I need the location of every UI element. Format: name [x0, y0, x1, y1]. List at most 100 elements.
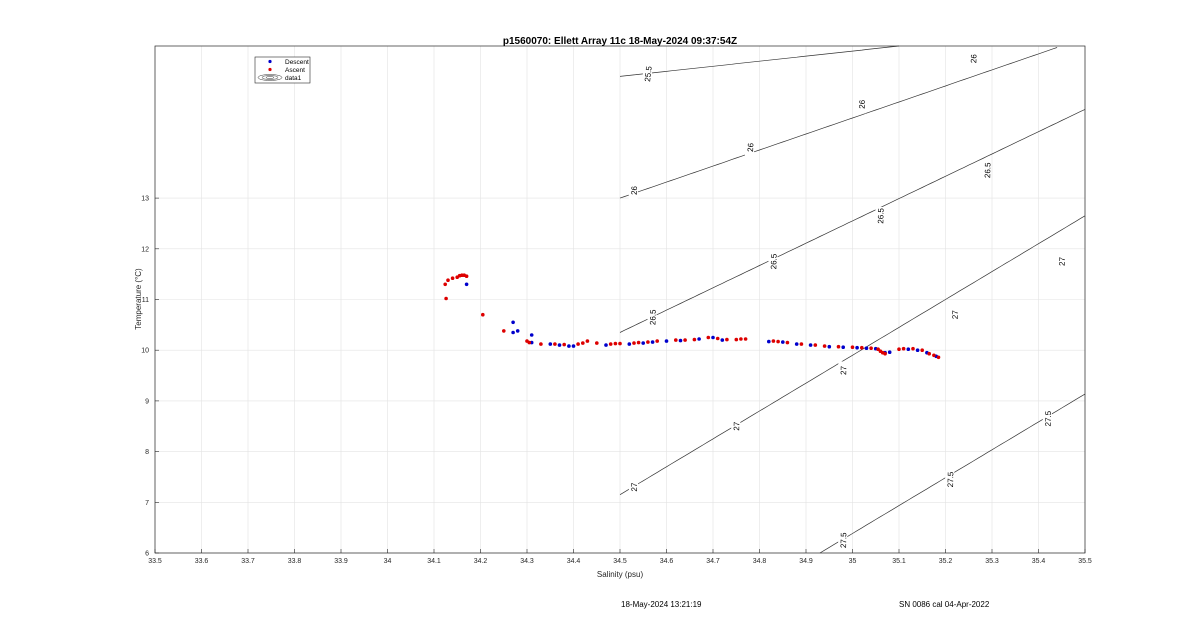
axis-ticks: 33.5 33.6 33.7 33.8 33.9 34 34.1 34.2 34.3 34.4 34…	[141, 196, 1092, 565]
legend-label-descent: Descent	[285, 59, 309, 66]
x-tick-label: 34.2	[474, 558, 488, 565]
isopycnal-label-bg	[856, 95, 867, 114]
ascent-point	[553, 342, 557, 346]
isopycnal-label: 27	[630, 482, 639, 492]
ascent-point	[715, 336, 720, 341]
isopycnal-label-bg	[982, 161, 992, 180]
ascent-point	[539, 342, 543, 346]
ascent-point	[799, 342, 804, 346]
y-tick-label: 9	[145, 398, 149, 405]
descent-point	[887, 350, 892, 355]
ascent-point	[743, 337, 748, 341]
isopycnal-label: 27	[732, 421, 741, 431]
legend-label-ascent: Ascent	[285, 67, 305, 74]
isopycnal-label: 26	[746, 142, 755, 152]
x-tick-label: 33.9	[334, 558, 348, 565]
sensor-calibration-info: SN 0086 cal 04-Apr-2022	[899, 600, 990, 609]
x-tick-label: 33.5	[148, 558, 162, 565]
isopycnal-label: 27.5	[946, 471, 955, 487]
x-tick-label: 33.7	[241, 558, 255, 565]
descent-point	[697, 337, 701, 341]
isopycnal-label: 26.5	[876, 207, 885, 223]
descent-point	[515, 329, 520, 333]
isopycnal-label: 26.5	[983, 162, 992, 178]
descent-point	[650, 340, 655, 344]
ascent-point	[901, 346, 906, 351]
legend-marker-ascent	[268, 67, 272, 72]
isopycnal-label-bg	[744, 138, 755, 157]
legend-box	[254, 56, 311, 84]
ascent-point	[608, 342, 613, 346]
ascent-point	[502, 329, 506, 333]
descent-point	[808, 343, 813, 347]
ascent-point	[771, 339, 776, 343]
ascent-point	[444, 296, 448, 301]
isopycnal-label: 25.5	[643, 65, 654, 82]
x-tick-label: 34.5	[613, 558, 627, 565]
ascent-point	[527, 340, 532, 345]
isopycnal-label-bg	[1056, 252, 1066, 271]
descent-point	[711, 335, 715, 340]
isopycnal-label-bg	[1042, 409, 1052, 428]
ascent-point	[883, 351, 887, 356]
x-tick-label: 34.8	[753, 558, 767, 565]
descent-point	[567, 344, 571, 348]
isopycnal-contours: 25.5 26 26 26 26 26.5 26.5 26.5 26.5 27 27 27 27 27 27…	[619, 45, 1086, 554]
ascent-point	[562, 342, 566, 347]
ascent-point	[450, 276, 455, 281]
isopycnal-label-bg	[838, 531, 848, 550]
descent-point	[864, 346, 869, 351]
ascent-point	[683, 338, 687, 342]
legend-label-data1: data1	[285, 75, 302, 82]
isopycnal-label: 27	[839, 365, 848, 375]
descent-point	[529, 333, 534, 337]
ascent-point	[920, 348, 924, 353]
x-tick-label: 33.8	[288, 558, 302, 565]
isopycnal-label: 26	[969, 54, 978, 64]
descent-point	[511, 330, 515, 335]
ascent-point	[446, 278, 450, 283]
isopycnal-line-26	[619, 47, 1058, 199]
descent-point	[557, 343, 562, 347]
ascent-point	[725, 337, 729, 342]
ascent-point	[632, 341, 636, 345]
x-tick-label: 34.1	[427, 558, 441, 565]
ascent-point	[813, 343, 818, 347]
isopycnal-label-bg	[731, 417, 741, 436]
x-tick-label: 33.6	[195, 558, 209, 565]
ascent-point	[585, 339, 590, 343]
x-tick-label: 35.1	[892, 558, 906, 565]
x-tick-label: 34.9	[799, 558, 813, 565]
isopycnal-line-27	[619, 215, 1086, 495]
legend-marker-descent	[268, 59, 272, 64]
isopycnal-label-bg	[944, 470, 955, 489]
ascent-point	[692, 337, 697, 342]
isopycnal-label-bg	[768, 252, 778, 271]
y-tick-label: 7	[145, 500, 149, 507]
ascent-point	[911, 346, 915, 351]
isopycnal-label: 27.5	[839, 532, 848, 548]
isopycnal-label: 27	[951, 310, 960, 320]
legend: Descent Ascent data1	[254, 56, 311, 84]
ascent-point	[850, 345, 855, 350]
x-tick-label: 35.4	[1032, 558, 1046, 565]
ascent-point	[481, 312, 485, 317]
isopycnal-label-bg	[647, 308, 657, 327]
ascent-point	[739, 337, 743, 341]
descent-point	[627, 342, 632, 346]
x-tick-label: 35.5	[1078, 558, 1092, 565]
ascent-point	[706, 335, 711, 340]
x-tick-label: 34.6	[660, 558, 674, 565]
x-tick-label: 34.7	[706, 558, 720, 565]
descent-point	[855, 345, 859, 350]
x-tick-label: 35	[849, 558, 857, 565]
descent-point	[664, 339, 669, 343]
ascent-point	[655, 339, 659, 343]
y-tick-label: 13	[141, 196, 149, 203]
isopycnal-line-25.5	[619, 45, 900, 77]
isopycnal-label-bg	[838, 361, 848, 380]
isopycnal-label-bg	[949, 305, 959, 324]
ascent-point	[932, 353, 936, 358]
isopycnal-label-bg	[628, 477, 639, 497]
ascent-point	[776, 339, 780, 344]
